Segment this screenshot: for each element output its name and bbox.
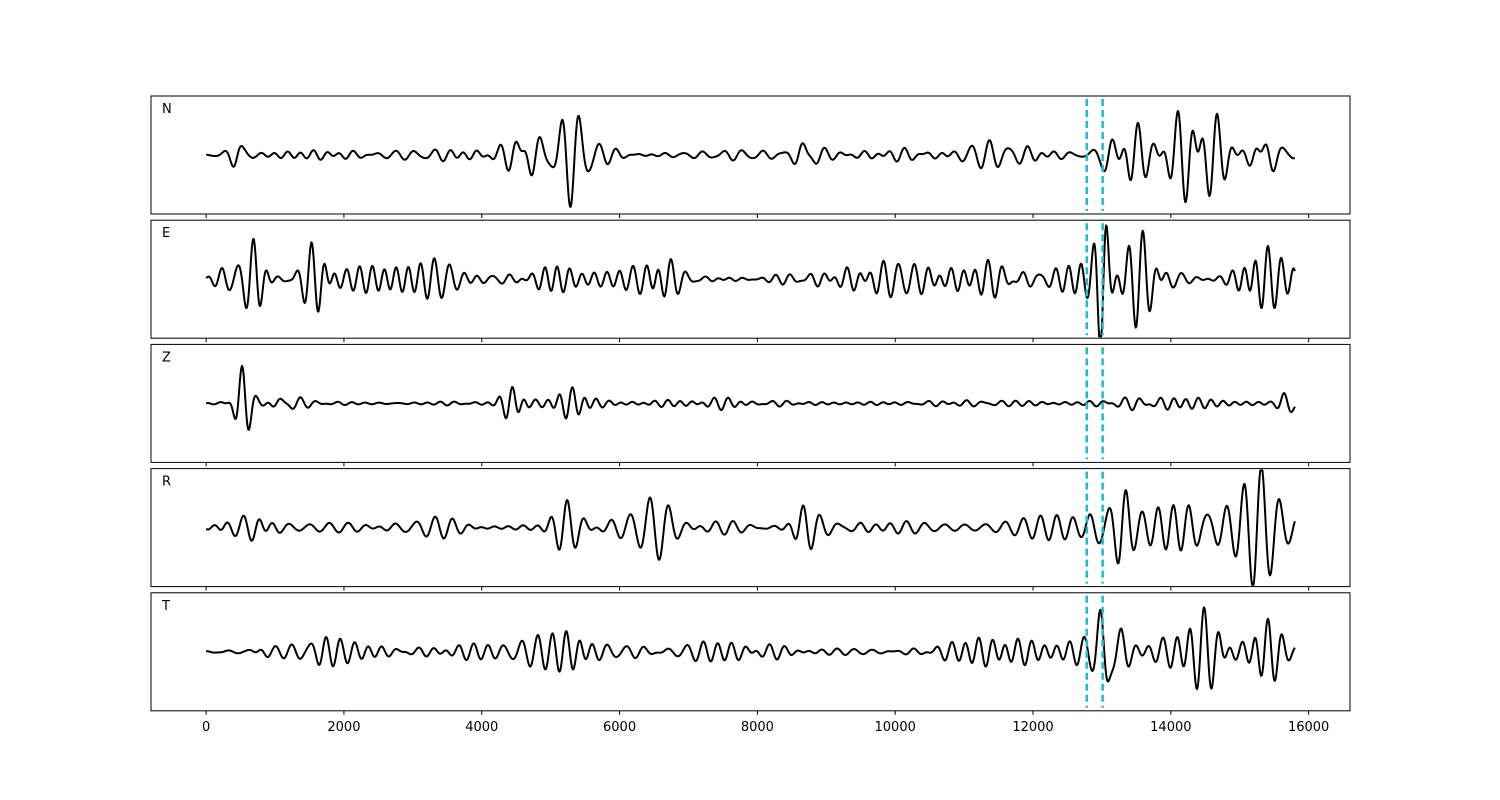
waveform-trace-z — [205, 364, 1296, 431]
x-tick-label: 10000 — [875, 720, 916, 735]
panel-frame — [150, 343, 1351, 463]
panel-r: R — [150, 468, 1351, 591]
x-tick-label: 16000 — [1288, 720, 1329, 735]
waveform-trace-n — [205, 109, 1296, 208]
waveform-trace-e — [205, 224, 1296, 338]
panel-e: E — [150, 219, 1351, 343]
x-tick-label: 0 — [202, 720, 210, 735]
x-tick-label: 8000 — [741, 720, 774, 735]
x-tick-label: 12000 — [1012, 720, 1053, 735]
waveform-trace-r — [205, 469, 1296, 586]
channel-label-n: N — [162, 102, 172, 117]
x-tick-label: 14000 — [1150, 720, 1191, 735]
panel-t: T — [150, 592, 1351, 715]
channel-label-t: T — [161, 599, 170, 614]
channel-label-r: R — [162, 475, 171, 490]
panel-frame — [150, 219, 1351, 339]
channel-label-z: Z — [162, 350, 171, 365]
panel-frame — [150, 592, 1351, 712]
panel-frame — [150, 468, 1351, 588]
panels-layer: N E Z R T — [150, 95, 1351, 715]
panel-frame — [150, 95, 1351, 215]
x-tick-label: 4000 — [465, 720, 498, 735]
waveform-trace-t — [205, 606, 1296, 691]
panel-n: N — [150, 95, 1351, 218]
x-tick-label: 2000 — [327, 720, 360, 735]
panel-z: Z — [150, 343, 1351, 467]
x-tick-label: 6000 — [603, 720, 636, 735]
channel-label-e: E — [162, 226, 170, 241]
x-axis: 0 2000 4000 6000 8000 10000 12000 14000 16000 — [202, 720, 1329, 735]
